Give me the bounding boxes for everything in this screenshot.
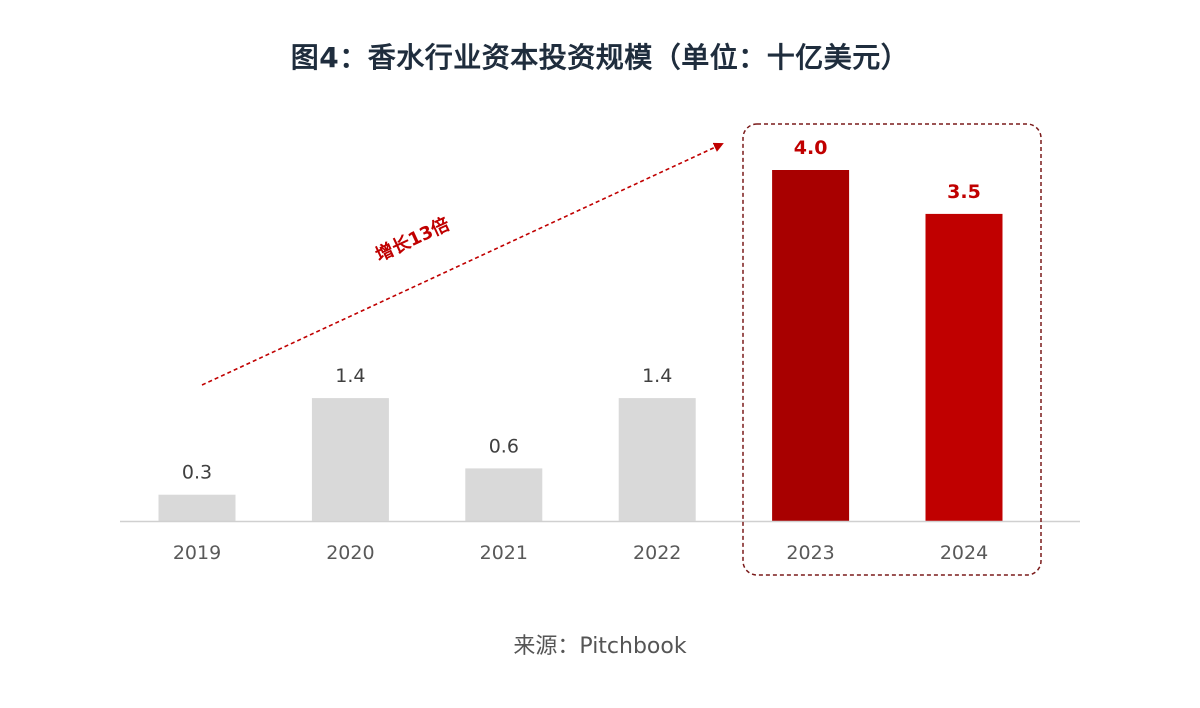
x-tick-label-2024: 2024 (940, 542, 988, 564)
bar-2023 (772, 170, 850, 521)
x-tick-label-2023: 2023 (786, 542, 834, 564)
growth-arrow (201, 142, 724, 386)
bar-2021 (465, 468, 543, 521)
bar-2019 (158, 494, 236, 521)
chart-title: 图4：香水行业资本投资规模（单位：十亿美元） (290, 41, 910, 74)
bar-2022 (618, 398, 696, 521)
value-label-2024: 3.5 (947, 181, 981, 203)
bar-2024 (925, 213, 1003, 521)
x-tick-label-2021: 2021 (480, 542, 528, 564)
x-tick-label-2019: 2019 (173, 542, 221, 564)
growth-annotation: 增长13倍 (372, 213, 453, 266)
value-label-2020: 1.4 (335, 365, 365, 387)
x-tick-label-2022: 2022 (633, 542, 681, 564)
value-label-2019: 0.3 (182, 462, 212, 484)
bar-2020 (311, 398, 389, 521)
highlight-box (742, 123, 1042, 576)
source-note: 来源：Pitchbook (513, 634, 687, 659)
value-label-2022: 1.4 (642, 365, 672, 387)
x-tick-label-2020: 2020 (326, 542, 374, 564)
value-label-2021: 0.6 (489, 435, 519, 457)
value-label-2023: 4.0 (794, 137, 828, 159)
